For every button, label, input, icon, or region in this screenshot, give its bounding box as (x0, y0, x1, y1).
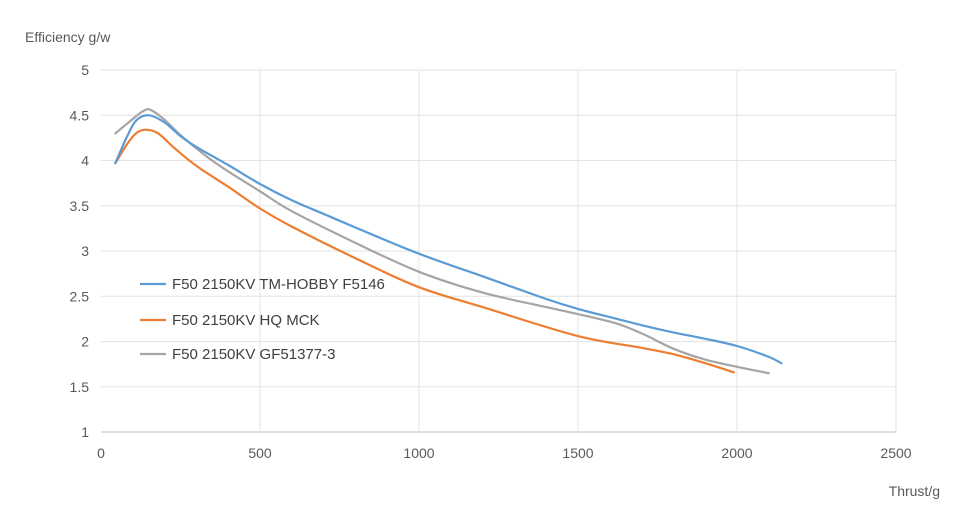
x-tick-label: 500 (248, 445, 272, 461)
series-line-3 (114, 108, 770, 375)
y-tick-label: 1 (81, 424, 89, 440)
x-axis-ticks: 0 500 1000 1500 2000 2500 (97, 445, 912, 461)
y-tick-label: 2 (81, 334, 89, 350)
series-line-2 (114, 128, 735, 374)
legend-label: F50 2150KV TM-HOBBY F5146 (172, 276, 385, 293)
grid (101, 69, 897, 433)
x-tick-label: 2500 (880, 445, 911, 461)
legend: F50 2150KV TM-HOBBY F5146 F50 2150KV HQ M… (140, 276, 385, 363)
y-axis-title: Efficiency g/w (25, 29, 111, 45)
x-tick-label: 1000 (403, 445, 434, 461)
series-line-1 (114, 114, 783, 365)
y-axis-ticks: 1 1.5 2 2.5 3 3.5 4 4.5 5 (70, 62, 90, 440)
y-tick-label: 4.5 (70, 107, 90, 123)
legend-item: F50 2150KV GF51377-3 (140, 346, 335, 363)
y-tick-label: 1.5 (70, 379, 90, 395)
legend-label: F50 2150KV GF51377-3 (172, 346, 335, 363)
legend-item: F50 2150KV TM-HOBBY F5146 (140, 276, 385, 293)
y-tick-label: 4 (81, 153, 89, 169)
x-tick-label: 2000 (721, 445, 752, 461)
legend-label: F50 2150KV HQ MCK (172, 312, 320, 329)
y-tick-label: 5 (81, 62, 89, 78)
series-lines (114, 108, 783, 375)
legend-item: F50 2150KV HQ MCK (140, 312, 320, 329)
y-tick-label: 3 (81, 243, 89, 259)
y-tick-label: 3.5 (70, 198, 90, 214)
x-axis-title: Thrust/g (889, 483, 940, 499)
y-tick-label: 2.5 (70, 288, 90, 304)
x-tick-label: 0 (97, 445, 105, 461)
x-tick-label: 1500 (562, 445, 593, 461)
